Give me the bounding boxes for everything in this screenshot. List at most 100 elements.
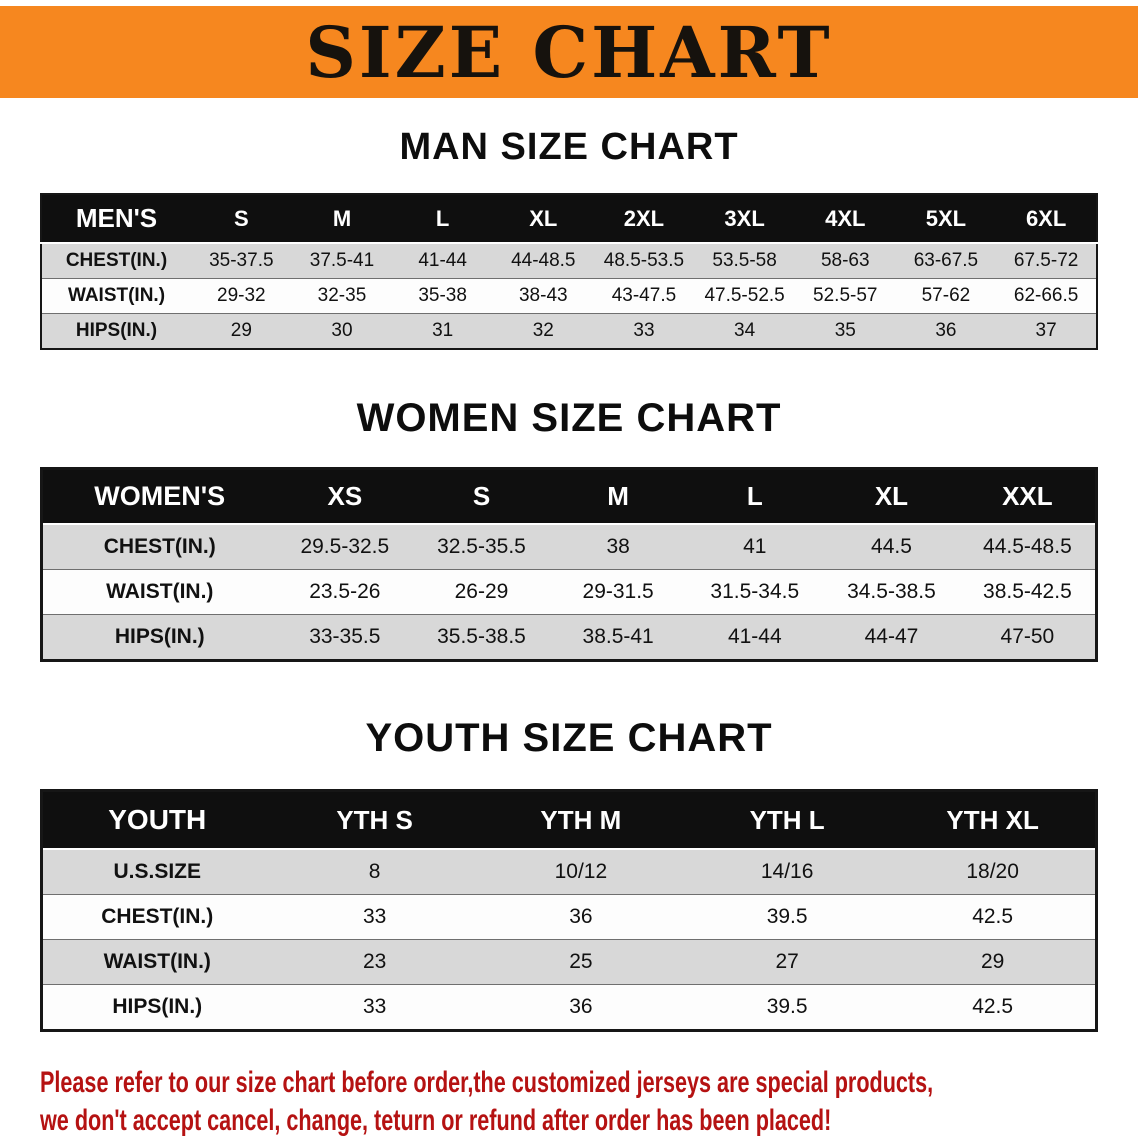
- men-table-corner-label: MEN'S: [41, 194, 191, 244]
- size-cell: 47.5-52.5: [704, 285, 785, 306]
- size-cell: 31: [432, 320, 454, 341]
- size-chart-banner: SIZE CHART: [0, 6, 1138, 98]
- size-cell: 39.5: [766, 995, 808, 1018]
- women-table-corner-label: WOMEN'S: [41, 468, 277, 525]
- size-cell: 35-38: [418, 285, 467, 306]
- size-cell: 35.5-38.5: [437, 625, 526, 648]
- youth-header-row: YOUTH YTH S YTH M YTH L YTH XL: [41, 790, 1097, 850]
- men-section-heading: MAN SIZE CHART: [399, 126, 739, 168]
- size-column-header: M: [291, 194, 393, 244]
- row-label: CHEST(IN.): [65, 250, 168, 271]
- size-cell: 53.5-58: [712, 250, 777, 271]
- size-column-header: L: [392, 194, 493, 244]
- size-cell: 44-48.5: [511, 250, 576, 271]
- row-label: U.S.SIZE: [113, 860, 202, 883]
- disclaimer-line-1: Please refer to our size chart before or…: [40, 1066, 934, 1099]
- size-cell: 52.5-57: [813, 285, 878, 306]
- size-cell: 33: [362, 995, 387, 1018]
- disclaimer-line-2: we don't accept cancel, change, teturn o…: [40, 1104, 832, 1137]
- table-row: HIPS(IN.) 33 36 39.5 42.5: [41, 984, 1097, 1031]
- row-label: WAIST(IN.): [103, 950, 211, 973]
- size-cell: 10/12: [554, 860, 608, 883]
- size-cell: 36: [569, 995, 593, 1018]
- size-cell: 38.5-41: [582, 625, 654, 648]
- size-cell: 33-35.5: [309, 625, 381, 648]
- size-cell: 29-31.5: [582, 580, 654, 603]
- size-cell: 35: [834, 320, 856, 341]
- size-cell: 41: [743, 535, 767, 558]
- table-row: U.S.SIZE 8 10/12 14/16 18/20: [41, 849, 1097, 895]
- size-cell: 29: [980, 950, 1005, 973]
- size-cell: 38: [606, 535, 630, 558]
- size-cell: 36: [569, 905, 593, 928]
- table-row: HIPS(IN.) 33-35.5 35.5-38.5 38.5-41 41-4…: [41, 614, 1097, 661]
- size-cell: 41-44: [418, 250, 467, 271]
- table-row: HIPS(IN.) 29 30 31 32 33 34 35 36 37: [41, 313, 1097, 349]
- size-cell: 38.5-42.5: [983, 580, 1072, 603]
- size-cell: 58-63: [820, 250, 870, 271]
- size-cell: 32: [532, 320, 554, 341]
- size-cell: 44.5: [871, 535, 912, 558]
- size-column-header: YTH S: [271, 790, 478, 850]
- size-cell: 33: [633, 320, 655, 341]
- size-column-header: 2XL: [593, 194, 695, 244]
- size-cell: 37.5-41: [309, 250, 375, 271]
- row-label: HIPS(IN.): [75, 320, 158, 341]
- size-column-header: 3XL: [694, 194, 795, 244]
- size-cell: 32-35: [317, 285, 367, 306]
- size-cell: 38-43: [518, 285, 568, 306]
- size-column-header: XS: [276, 468, 414, 525]
- size-column-header: S: [413, 468, 550, 525]
- size-cell: 35-37.5: [209, 250, 274, 271]
- size-cell: 44.5-48.5: [983, 535, 1072, 558]
- size-cell: 47-50: [1000, 625, 1055, 648]
- size-cell: 62-66.5: [1013, 285, 1079, 306]
- row-label: CHEST(IN.): [101, 905, 214, 928]
- size-column-header: YTH XL: [890, 790, 1097, 850]
- page-title: SIZE CHART: [305, 10, 833, 94]
- size-cell: 63-67.5: [913, 250, 979, 271]
- size-cell: 18/20: [966, 860, 1019, 883]
- size-cell: 29-32: [217, 285, 266, 306]
- size-cell: 57-62: [921, 285, 971, 306]
- men-size-table: MEN'S S M L XL 2XL 3XL 4XL 5XL 6XL CHEST…: [40, 193, 1098, 350]
- row-label: CHEST(IN.): [103, 535, 216, 558]
- size-cell: 14/16: [760, 860, 814, 883]
- table-row: CHEST(IN.) 35-37.5 37.5-41 41-44 44-48.5…: [41, 243, 1097, 279]
- women-header-row: WOMEN'S XS S M L XL XXL: [41, 468, 1097, 525]
- size-column-header: S: [191, 194, 292, 244]
- size-cell: 23: [362, 950, 387, 973]
- size-column-header: M: [549, 468, 687, 525]
- size-cell: 42.5: [972, 995, 1014, 1018]
- size-cell: 33: [362, 905, 387, 928]
- size-cell: 31.5-34.5: [710, 580, 800, 603]
- size-cell: 25: [569, 950, 593, 973]
- table-row: WAIST(IN.) 29-32 32-35 35-38 38-43 43-47…: [41, 278, 1097, 314]
- size-column-header: L: [686, 468, 824, 525]
- row-label: HIPS(IN.): [112, 995, 203, 1018]
- size-cell: 29.5-32.5: [300, 535, 390, 558]
- size-column-header: XL: [492, 194, 594, 244]
- size-cell: 23.5-26: [309, 580, 381, 603]
- size-cell: 44-47: [864, 625, 919, 648]
- size-cell: 67.5-72: [1013, 250, 1079, 271]
- size-column-header: XXL: [959, 468, 1097, 525]
- size-cell: 26-29: [454, 580, 509, 603]
- women-section-heading: WOMEN SIZE CHART: [356, 396, 782, 440]
- size-column-header: YTH M: [477, 790, 684, 850]
- size-cell: 41-44: [727, 625, 782, 648]
- row-label: WAIST(IN.): [106, 580, 214, 603]
- size-column-header: 6XL: [996, 194, 1097, 244]
- youth-table-corner-label: YOUTH: [41, 790, 272, 850]
- size-cell: 37: [1035, 320, 1057, 341]
- size-column-header: XL: [823, 468, 960, 525]
- table-row: CHEST(IN.) 29.5-32.5 32.5-35.5 38 41 44.…: [41, 524, 1097, 570]
- men-header-row: MEN'S S M L XL 2XL 3XL 4XL 5XL 6XL: [41, 194, 1097, 244]
- size-cell: 42.5: [972, 905, 1014, 928]
- table-row: CHEST(IN.) 33 36 39.5 42.5: [41, 894, 1097, 940]
- disclaimer-text: Please refer to our size chart before or…: [40, 1064, 1138, 1140]
- row-label: WAIST(IN.): [67, 285, 166, 306]
- size-cell: 39.5: [766, 905, 808, 928]
- women-size-table: WOMEN'S XS S M L XL XXL CHEST(IN.) 29.5-…: [40, 467, 1098, 662]
- size-column-header: 5XL: [895, 194, 997, 244]
